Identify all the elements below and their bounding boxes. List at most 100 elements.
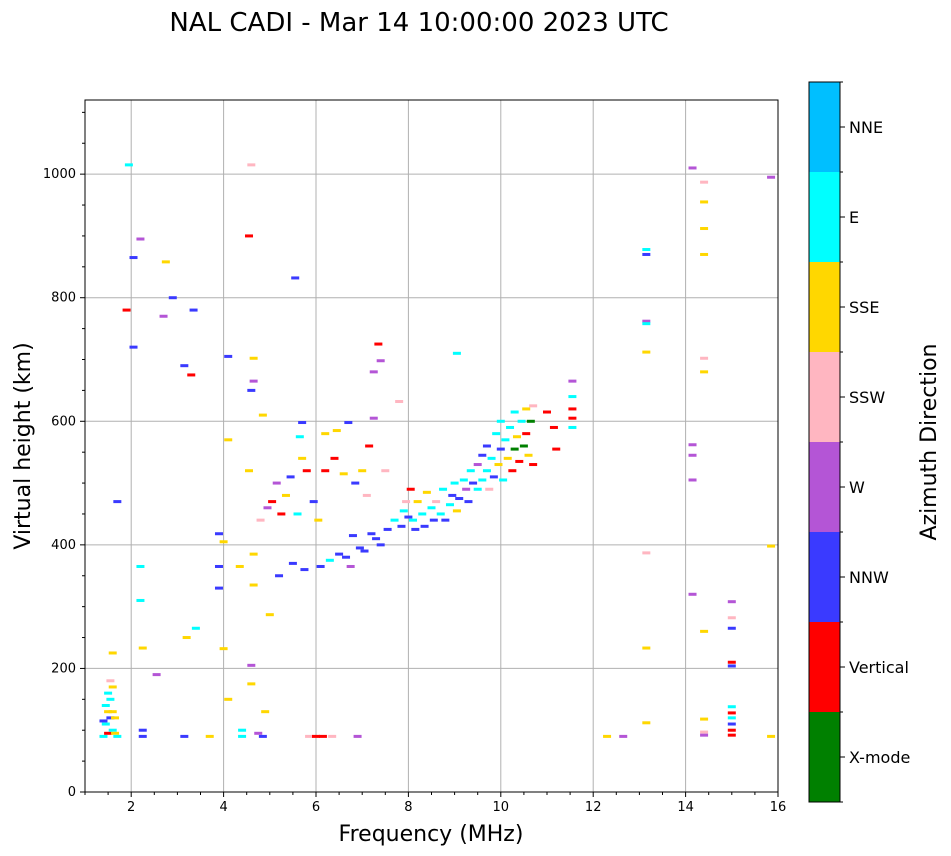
echo-point (339, 472, 348, 476)
echo-point (136, 598, 145, 602)
echo-point (381, 469, 390, 473)
echo-point (108, 685, 117, 689)
echo-point (318, 734, 327, 738)
echo-point (642, 319, 651, 323)
echo-point (328, 734, 337, 738)
x-axis-label: Frequency (MHz) (339, 822, 524, 847)
echo-point (568, 379, 577, 383)
colorbar-tick-label: X-mode (849, 748, 910, 767)
echo-point (272, 481, 281, 485)
echo-point (247, 388, 256, 392)
colorbar-segment (809, 532, 840, 622)
echo-point (642, 646, 651, 650)
echo-point (418, 512, 427, 516)
echo-point (700, 717, 709, 721)
colorbar-segment (809, 712, 840, 802)
echo-point (247, 163, 256, 167)
echo-point (182, 636, 191, 640)
echo-point (727, 733, 736, 737)
echo-point (214, 532, 223, 536)
echo-point (106, 679, 115, 683)
echo-point (543, 410, 551, 414)
echo-point (700, 733, 709, 737)
echo-point (450, 481, 459, 485)
echo-point (642, 350, 651, 354)
echo-point (466, 469, 475, 473)
echo-point (429, 518, 438, 522)
echo-point (619, 734, 628, 738)
echo-point (402, 500, 411, 504)
echo-point (302, 469, 311, 473)
echo-points (99, 163, 776, 738)
y-axis-ticks: 0 200 400 600 800 1000 (43, 111, 85, 800)
echo-point (124, 163, 133, 167)
colorbar-tick-label: NNW (849, 568, 889, 587)
echo-point (245, 234, 254, 238)
y-tick-label: 800 (51, 291, 76, 306)
echo-point (688, 453, 697, 457)
echo-point (727, 660, 736, 664)
echo-point (104, 691, 113, 695)
echo-point (113, 500, 122, 504)
echo-point (369, 416, 378, 420)
echo-point (235, 564, 244, 568)
echo-point (316, 564, 325, 568)
echo-point (404, 515, 413, 519)
echo-point (376, 543, 385, 547)
echo-point (291, 276, 300, 280)
echo-point (503, 456, 512, 460)
echo-point (515, 459, 524, 463)
x-tick-label: 6 (312, 800, 320, 815)
echo-point (519, 444, 528, 448)
echo-point (238, 728, 247, 732)
colorbar-segment (809, 442, 840, 532)
echo-point (510, 410, 519, 414)
x-tick-label: 16 (770, 800, 787, 815)
x-tick-label: 10 (493, 800, 510, 815)
echo-point (365, 444, 374, 448)
echo-point (261, 710, 270, 714)
echo-point (727, 716, 736, 720)
echo-point (111, 716, 120, 720)
echo-point (277, 512, 286, 516)
echo-point (104, 710, 113, 714)
echo-point (247, 663, 256, 667)
echo-point (111, 731, 120, 735)
echo-point (258, 413, 267, 417)
echo-point (335, 552, 344, 556)
echo-point (494, 463, 503, 467)
echo-point (305, 734, 314, 738)
echo-point (138, 646, 147, 650)
echo-point (108, 651, 117, 655)
colorbar-tick-label: SSE (849, 298, 879, 317)
y-tick-label: 600 (51, 414, 76, 429)
echo-point (727, 626, 736, 630)
echo-point (348, 534, 357, 538)
echo-point (168, 296, 177, 300)
echo-point (448, 493, 457, 497)
echo-point (406, 487, 415, 491)
echo-point (727, 728, 736, 732)
colorbar-frame (808, 81, 841, 803)
echo-point (256, 518, 265, 522)
echo-point (445, 503, 454, 507)
echo-point (487, 456, 496, 460)
echo-point (422, 490, 431, 494)
echo-point (496, 447, 505, 451)
echo-point (106, 716, 115, 720)
colorbar-segment (809, 262, 840, 352)
echo-point (268, 500, 277, 504)
echo-point (129, 256, 138, 260)
echo-point (258, 734, 267, 738)
echo-point (492, 432, 501, 436)
echo-point (485, 487, 494, 491)
echo-point (568, 425, 577, 429)
echo-point (369, 370, 378, 374)
echo-point (191, 626, 200, 630)
echo-point (501, 438, 510, 442)
echo-point (688, 478, 697, 482)
echo-point (459, 478, 468, 482)
echo-point (180, 734, 189, 738)
colorbar-segment (809, 352, 840, 442)
echo-point (281, 493, 290, 497)
